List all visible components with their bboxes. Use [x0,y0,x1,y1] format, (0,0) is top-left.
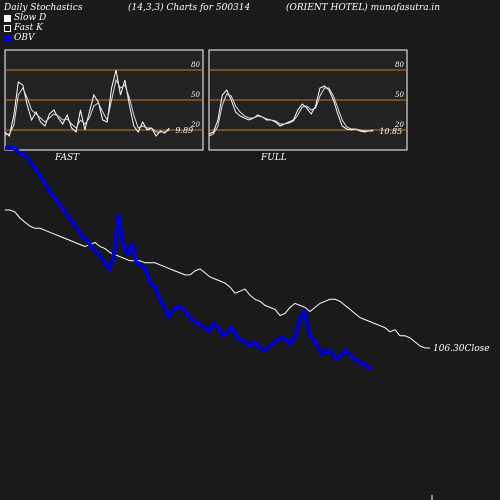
last-value-fast: 9.89 [175,126,193,135]
last-value-full: 10.85 [379,127,402,136]
close-last-value: 106.30Close [433,344,490,354]
tick-label-full-50: 50 [395,91,404,99]
tick-label-full-20: 20 [394,121,404,129]
tick-label-fast-80: 80 [191,61,200,69]
panel-title-full: FULL [260,153,287,163]
legend-obv: OBV [4,33,35,43]
legend-obv-swatch [4,34,11,42]
legend-fast-k: Fast K [4,23,43,33]
obv-line [5,146,373,371]
tick-label-full-80: 80 [395,61,404,69]
legend-fast-k-label: Fast K [14,23,43,33]
close-price-line [5,209,430,349]
tick-label-fast-50: 50 [191,91,200,99]
legend-slow-d-swatch [4,14,11,22]
chart-company: (ORIENT HOTEL) munafasutra.in [286,3,441,13]
chart-params: (14,3,3) Charts for 500314 [128,3,251,13]
series-full-fast-k [208,85,374,135]
series-full-slow-d [208,87,374,137]
tick-label-fast-20: 20 [190,121,200,129]
legend-obv-label: OBV [14,33,35,43]
legend-slow-d-label: Slow D [14,13,47,23]
chart-title: Daily Stochastics [4,3,83,13]
legend-slow-d: Slow D [4,13,46,23]
legend-fast-k-swatch [4,24,11,32]
series-fast-slow-d [4,78,170,136]
panel-title-fast: FAST [54,153,80,163]
